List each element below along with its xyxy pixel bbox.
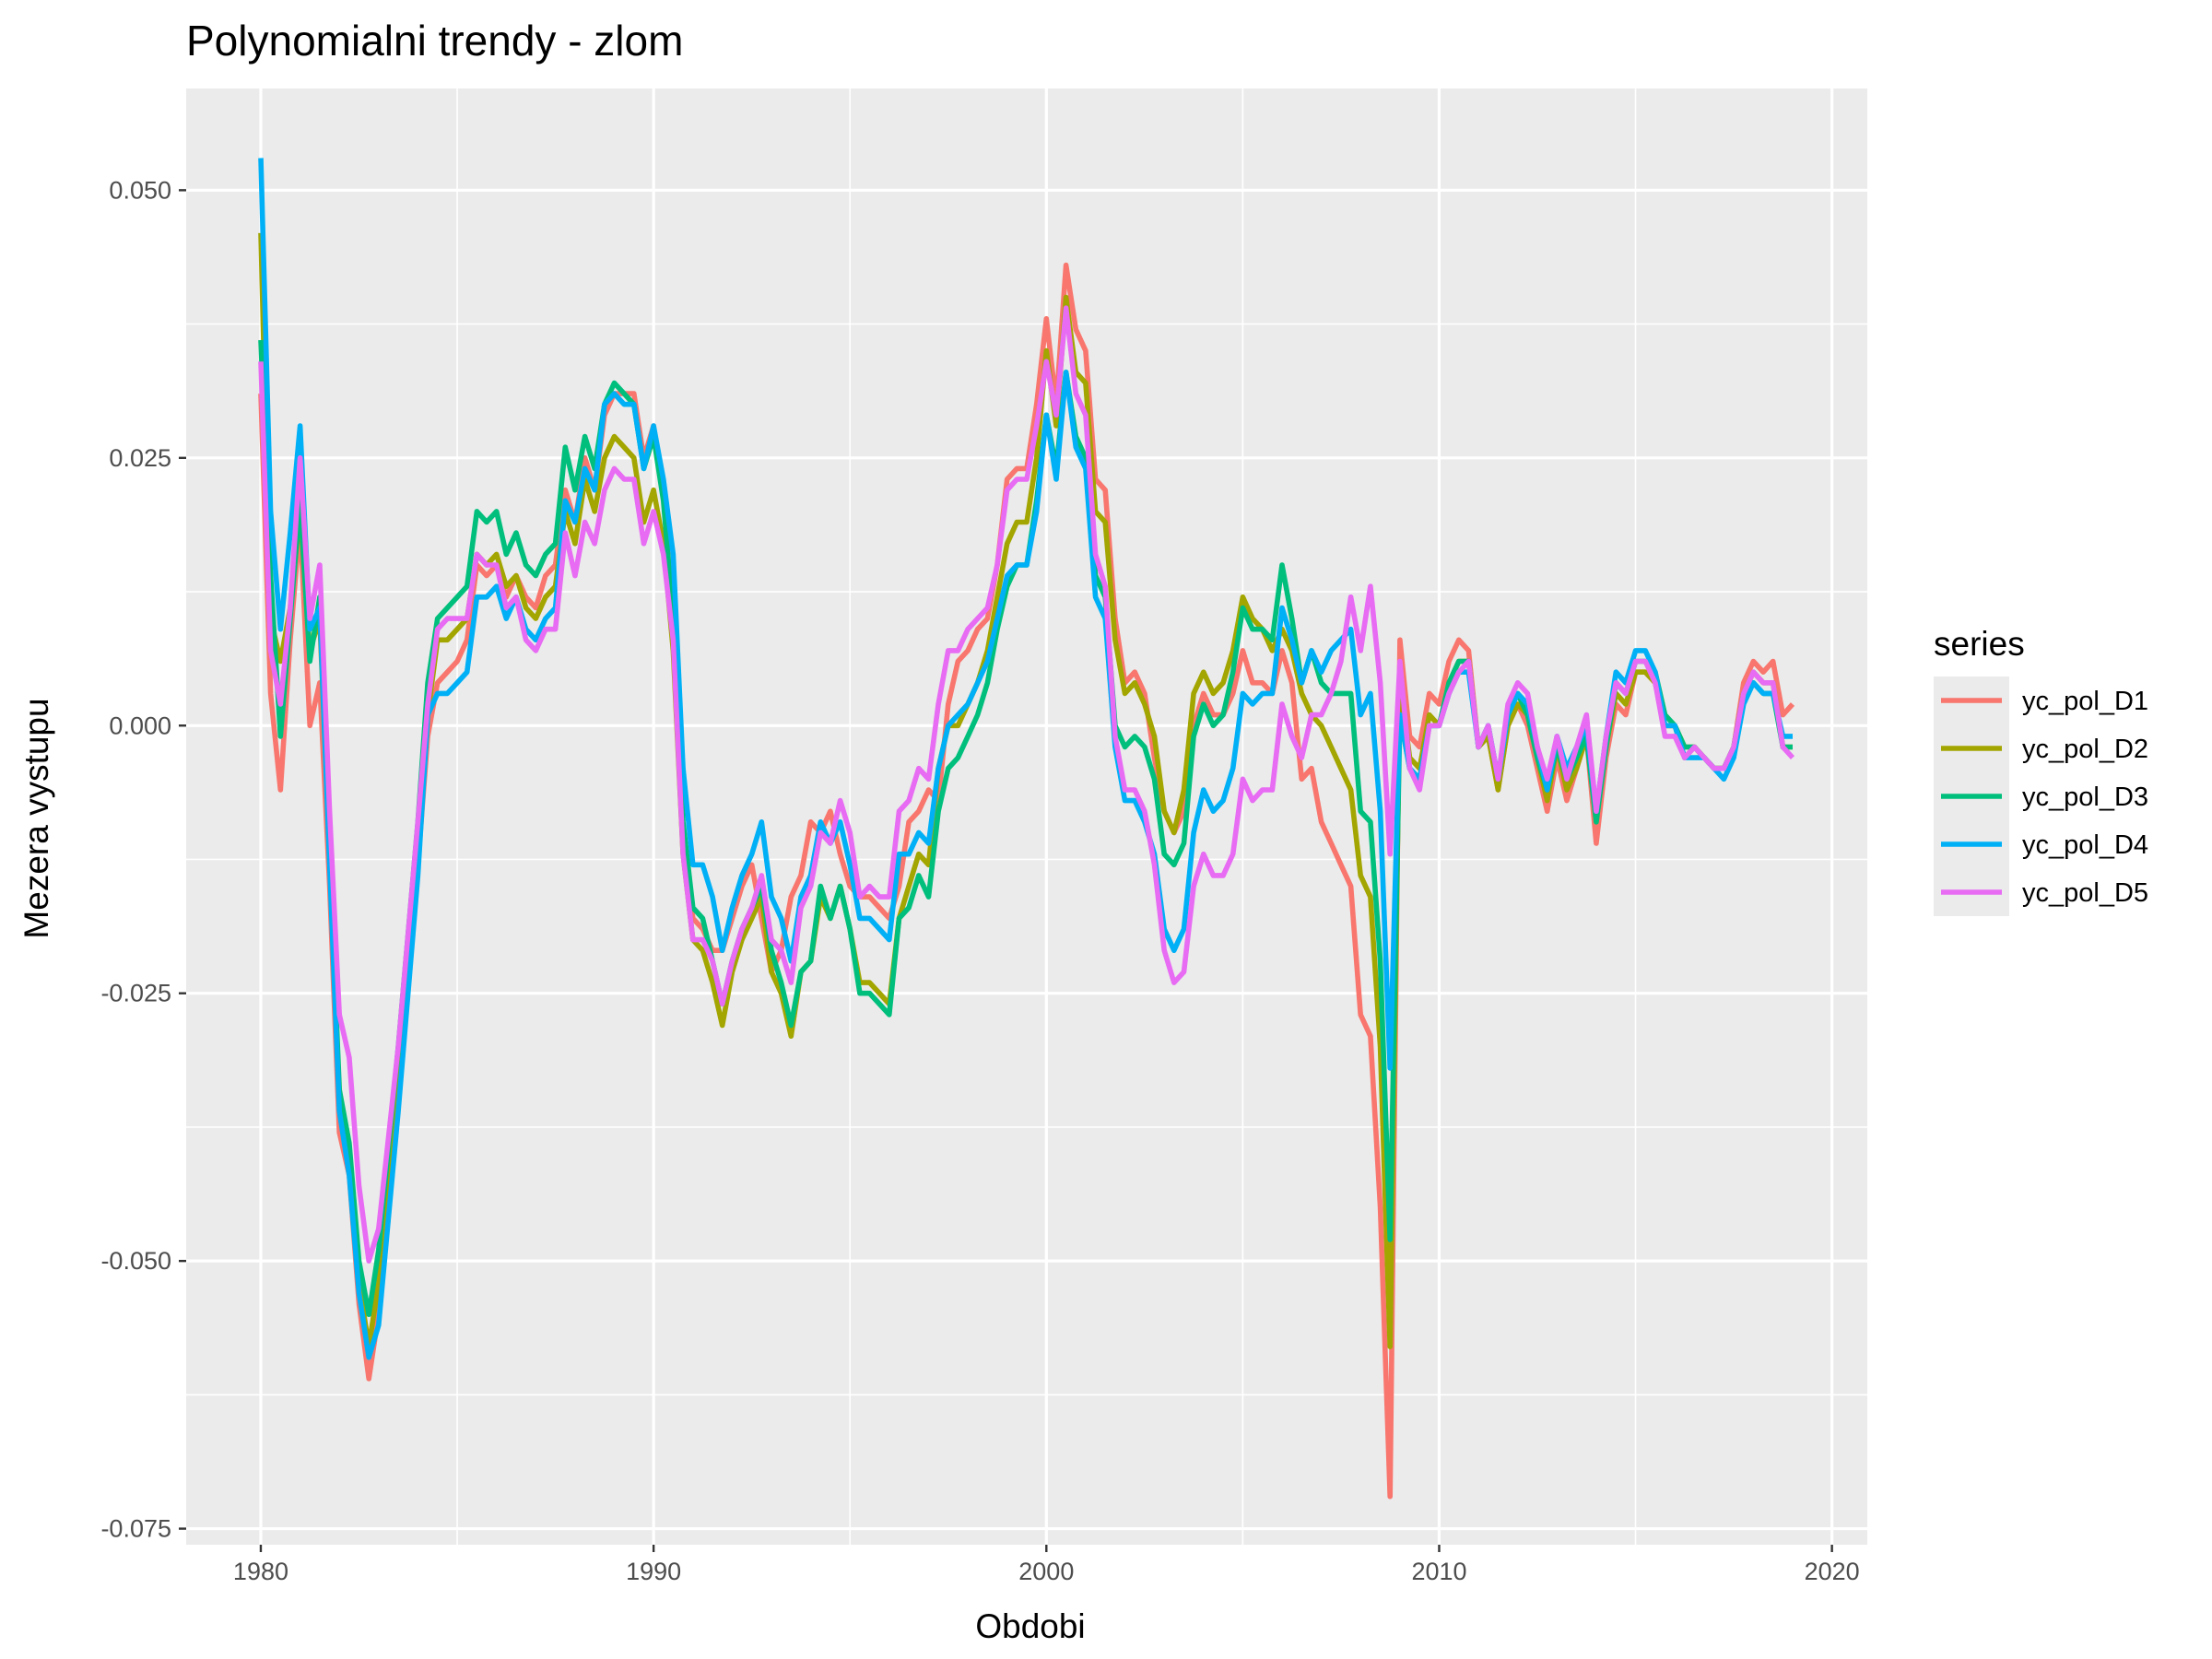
y-axis: 0.050 0.025 0.000 -0.025 -0.050 -0.075 (100, 176, 186, 1543)
y-axis-title: Mezera vystupu (18, 698, 55, 938)
legend-label: yc_pol_D4 (2022, 830, 2148, 860)
x-axis-title: Obdobi (975, 1607, 1085, 1645)
plot-panel (186, 88, 1867, 1545)
chart-title: Polynomialni trendy - zlom (186, 17, 683, 65)
x-tick-label: 2010 (1411, 1558, 1466, 1585)
y-tick-label: -0.075 (100, 1515, 171, 1543)
x-tick-label: 2020 (1805, 1558, 1860, 1585)
y-tick-label: -0.050 (100, 1247, 171, 1275)
gridlines (186, 88, 1867, 1545)
legend: series yc_pol_D1 yc_pol_D2 yc_pol_D3 yc_pol… (1934, 625, 2148, 916)
legend-label: yc_pol_D1 (2022, 687, 2148, 716)
y-tick-label: 0.050 (109, 176, 171, 204)
series-lines (258, 158, 1795, 1500)
legend-label: yc_pol_D2 (2022, 735, 2148, 764)
legend-title: series (1934, 625, 2025, 663)
series-line-yc-pol-d5 (258, 305, 1795, 1264)
legend-label: yc_pol_D5 (2022, 878, 2148, 908)
panel-background (186, 88, 1867, 1545)
y-tick-label: -0.025 (100, 980, 171, 1007)
x-tick-label: 2000 (1018, 1558, 1074, 1585)
x-tick-label: 1980 (233, 1558, 288, 1585)
y-tick-label: 0.025 (109, 444, 171, 472)
legend-label: yc_pol_D3 (2022, 782, 2148, 812)
y-tick-label: 0.000 (109, 712, 171, 739)
x-tick-label: 1990 (626, 1558, 681, 1585)
x-axis: 1980 1990 2000 2010 2020 (233, 1545, 1860, 1585)
